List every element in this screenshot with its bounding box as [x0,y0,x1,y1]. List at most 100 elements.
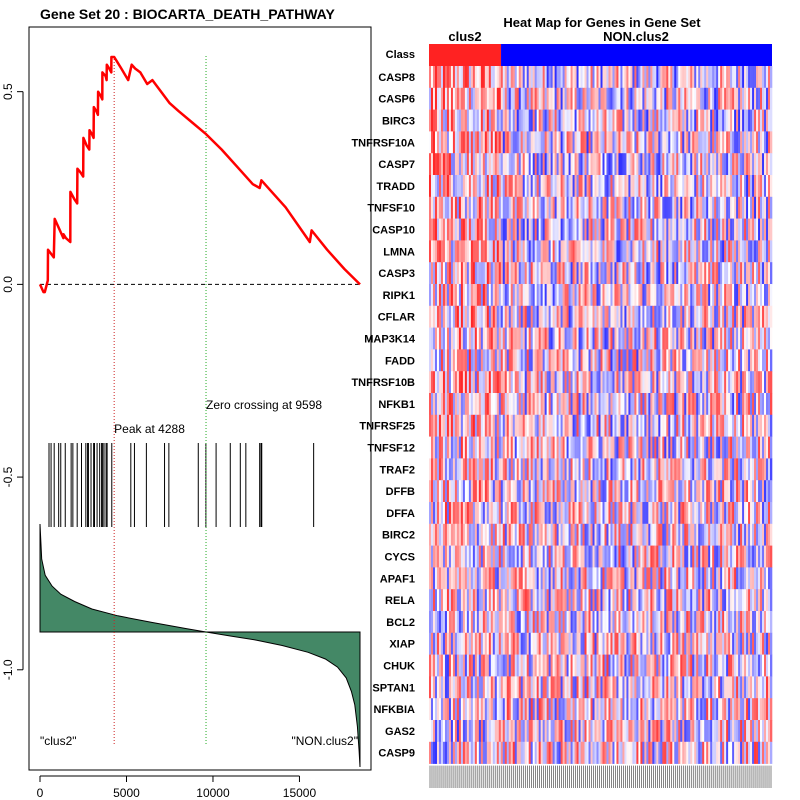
heatmap-cell [438,66,442,89]
heatmap-cell [462,175,466,198]
heatmap-cell [742,196,745,219]
heatmap-cell [466,545,470,568]
heatmap-cell [638,632,641,655]
heatmap-cell [660,349,663,372]
heatmap-cell [622,196,625,219]
heatmap-cell [554,589,557,612]
heatmap-cell [584,305,587,328]
heatmap-cell [472,611,476,634]
heatmap-cell [640,480,643,503]
heatmap-cell [606,131,609,154]
heatmap-cell [764,436,767,459]
heatmap-cell [684,436,687,459]
heatmap-cell [524,567,528,590]
heatmap-cell [670,175,673,198]
heatmap-cell [566,327,569,350]
heatmap-cell [634,262,637,285]
heatmap-cell [660,545,663,568]
heatmap-cell [556,284,559,307]
heatmap-cell [704,240,707,263]
heatmap-cell [526,545,530,568]
heatmap-cell [462,131,466,154]
heatmap-cell [660,284,663,307]
heatmap-cell [560,589,563,612]
heatmap-cell [758,567,761,590]
heatmap-cell [568,262,571,285]
heatmap-cell [474,349,478,372]
heatmap-cell [462,545,466,568]
heatmap-cell [470,611,474,634]
heatmap-cell [594,480,597,503]
heatmap-cell [660,262,663,285]
heatmap-cell [502,393,506,416]
heatmap-cell [442,349,446,372]
heatmap-cell [628,153,631,176]
heatmap-cell [540,589,543,612]
heatmap-cell [652,284,655,307]
heatmap-cell [548,284,551,307]
heatmap-cell [454,196,458,219]
heatmap-cell [612,436,615,459]
heatmap-cell [662,109,665,132]
heatmap-cell [766,371,769,394]
heatmap-cell [694,218,697,241]
heatmap-cell [506,393,510,416]
heatmap-cell [758,414,761,437]
heatmap-cell [510,523,514,546]
heatmap-cell [516,545,520,568]
heatmap-cell [646,414,649,437]
heatmap-cell [758,218,761,241]
heatmap-cell [590,153,593,176]
heatmap-cell [516,66,520,89]
heatmap-cell [768,131,771,154]
heatmap-cell [502,414,506,437]
heatmap-cell [548,109,551,132]
heatmap-cell [514,458,518,481]
heatmap-cell [470,523,474,546]
heatmap-cell [658,327,661,350]
heatmap-cell [600,109,603,132]
heatmap-cell [752,284,755,307]
heatmap-cell [568,240,571,263]
heatmap-cell [458,175,462,198]
heatmap-cell [624,676,627,699]
heatmap-cell [644,393,647,416]
heatmap-cell [692,458,695,481]
heatmap-cell [512,676,516,699]
heatmap-cell [690,589,693,612]
heatmap-cell [642,153,645,176]
heatmap-cell [644,654,647,677]
heatmap-cell [770,436,773,459]
heatmap-cell [606,611,609,634]
heatmap-cell [640,589,643,612]
heatmap-cell [642,393,645,416]
heatmap-cell [532,262,535,285]
heatmap-cell [468,87,472,110]
heatmap-cell [490,371,494,394]
heatmap-cell [766,327,769,350]
heatmap-cell [586,327,589,350]
heatmap-cell [556,262,559,285]
heatmap-cell [538,589,541,612]
heatmap-cell [454,480,458,503]
heatmap-cell [766,240,769,263]
heatmap-cell [658,66,661,89]
heatmap-cell [540,523,543,546]
heatmap-cell [460,327,464,350]
heatmap-cell [606,523,609,546]
heatmap-cell [662,262,665,285]
heatmap-cell [606,109,609,132]
heatmap-cell [770,480,773,503]
heatmap-cell [678,523,681,546]
heatmap-cell [476,458,480,481]
heatmap-cell [756,175,759,198]
heatmap-cell [492,327,496,350]
heatmap-cell [768,262,771,285]
heatmap-cell [594,458,597,481]
heatmap-cell [680,175,683,198]
heatmap-cell [500,654,504,677]
heatmap-cell [686,458,689,481]
heatmap-cell [702,436,705,459]
heatmap-cell [604,196,607,219]
heatmap-cell [494,436,498,459]
